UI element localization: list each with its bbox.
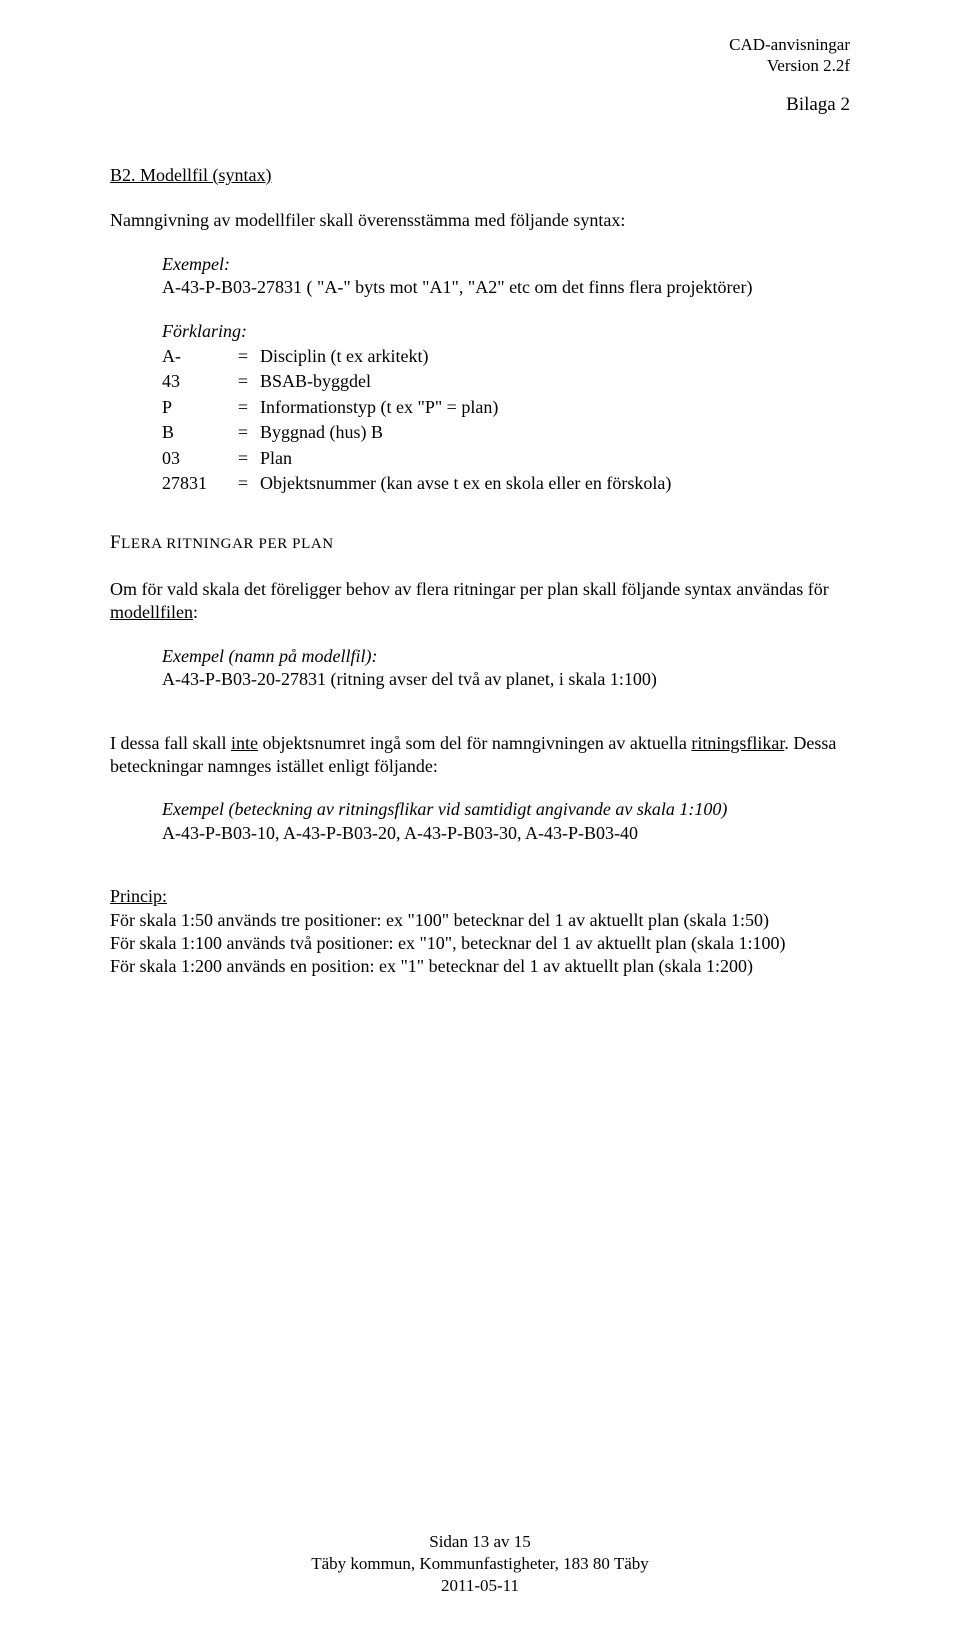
fall-example-line: A-43-P-B03-10, A-43-P-B03-20, A-43-P-B03… — [162, 822, 850, 845]
table-row: 27831 = Objektsnummer (kan avse t ex en … — [162, 472, 677, 497]
def-key: B — [162, 421, 232, 446]
flera-heading: FLERA RITNINGAR PER PLAN — [110, 531, 850, 556]
table-row: 03 = Plan — [162, 447, 677, 472]
princip-block: Princip: För skala 1:50 används tre posi… — [110, 885, 850, 979]
def-val: Disciplin (t ex arkitekt) — [260, 345, 677, 370]
flera-paragraph: Om för vald skala det föreligger behov a… — [110, 578, 850, 625]
flera-heading-rest: LERA RITNINGAR PER PLAN — [121, 536, 334, 552]
def-val: Objektsnummer (kan avse t ex en skola el… — [260, 472, 677, 497]
table-row: B = Byggnad (hus) B — [162, 421, 677, 446]
fall-example-label: Exempel (beteckning av ritningsflikar vi… — [162, 798, 850, 821]
def-eq: = — [232, 421, 260, 446]
fall-text-a: I dessa fall skall — [110, 733, 231, 753]
def-eq: = — [232, 447, 260, 472]
example-block: Exempel: A-43-P-B03-27831 ( "A-" byts mo… — [162, 253, 850, 300]
flera-heading-firstletter: F — [110, 532, 121, 553]
example-label: Exempel: — [162, 253, 850, 276]
explain-label: Förklaring: — [162, 320, 850, 343]
flera-example-label: Exempel (namn på modellfil): — [162, 645, 850, 668]
header-line-1: CAD-anvisningar — [729, 34, 850, 55]
def-eq: = — [232, 370, 260, 395]
def-key: 43 — [162, 370, 232, 395]
def-key: P — [162, 396, 232, 421]
princip-line-3: För skala 1:200 används en position: ex … — [110, 955, 850, 978]
header-block: CAD-anvisningar Version 2.2f Bilaga 2 — [729, 34, 850, 116]
fall-text-u1: inte — [231, 733, 258, 753]
def-key: 27831 — [162, 472, 232, 497]
example-line: A-43-P-B03-27831 ( "A-" byts mot "A1", "… — [162, 276, 850, 299]
def-eq: = — [232, 396, 260, 421]
footer-line-1: Sidan 13 av 15 — [0, 1531, 960, 1553]
definitions-table: A- = Disciplin (t ex arkitekt) 43 = BSAB… — [162, 345, 677, 497]
header-line-2: Version 2.2f — [729, 55, 850, 76]
fall-example-block: Exempel (beteckning av ritningsflikar vi… — [162, 798, 850, 845]
page-footer: Sidan 13 av 15 Täby kommun, Kommunfastig… — [0, 1531, 960, 1597]
def-key: 03 — [162, 447, 232, 472]
fall-text-b: objektsnumret ingå som del för namngivni… — [258, 733, 691, 753]
princip-label: Princip: — [110, 885, 850, 908]
intro-paragraph: Namngivning av modellfiler skall överens… — [110, 209, 850, 232]
def-val: Byggnad (hus) B — [260, 421, 677, 446]
table-row: A- = Disciplin (t ex arkitekt) — [162, 345, 677, 370]
princip-line-2: För skala 1:100 används två positioner: … — [110, 932, 850, 955]
flera-example-line: A-43-P-B03-20-27831 (ritning avser del t… — [162, 668, 850, 691]
def-eq: = — [232, 345, 260, 370]
def-val: Plan — [260, 447, 677, 472]
footer-line-2: Täby kommun, Kommunfastigheter, 183 80 T… — [0, 1553, 960, 1575]
princip-line-1: För skala 1:50 används tre positioner: e… — [110, 909, 850, 932]
flera-example-block: Exempel (namn på modellfil): A-43-P-B03-… — [162, 645, 850, 692]
def-val: Informationstyp (t ex "P" = plan) — [260, 396, 677, 421]
fall-paragraph: I dessa fall skall inte objektsnumret in… — [110, 732, 850, 779]
flera-para-after: : — [193, 602, 198, 622]
page: CAD-anvisningar Version 2.2f Bilaga 2 B2… — [0, 0, 960, 1635]
header-bilaga: Bilaga 2 — [729, 93, 850, 117]
footer-line-3: 2011-05-11 — [0, 1575, 960, 1597]
explain-block: Förklaring: A- = Disciplin (t ex arkitek… — [162, 320, 850, 498]
flera-para-underlined: modellfilen — [110, 602, 193, 622]
def-val: BSAB-byggdel — [260, 370, 677, 395]
section-title: B2. Modellfil (syntax) — [110, 164, 850, 187]
def-eq: = — [232, 472, 260, 497]
def-key: A- — [162, 345, 232, 370]
table-row: P = Informationstyp (t ex "P" = plan) — [162, 396, 677, 421]
fall-text-u2: ritningsflikar — [691, 733, 784, 753]
table-row: 43 = BSAB-byggdel — [162, 370, 677, 395]
flera-para-before: Om för vald skala det föreligger behov a… — [110, 579, 829, 599]
